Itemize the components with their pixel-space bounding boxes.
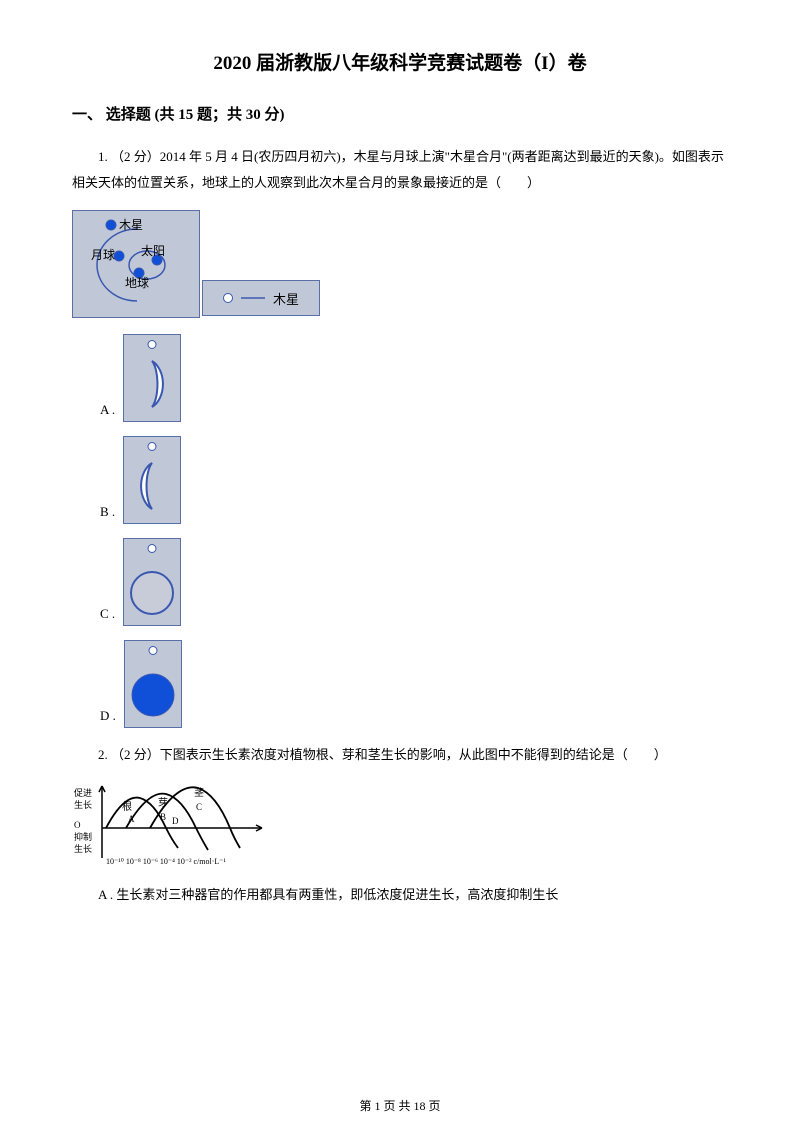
label-sun: 太阳 [141, 243, 165, 258]
jupiter-legend: 木星 [202, 280, 320, 316]
q1-diagram-row: 木星 月球 太阳 地球 木星 [72, 210, 728, 318]
circle-icon [148, 442, 157, 451]
q1-option-a: A . [100, 334, 728, 422]
label-jupiter: 木星 [119, 218, 143, 232]
option-d-label: D . [100, 708, 116, 728]
ylabel-1: 促进 [74, 787, 92, 798]
ylabel-2: 生长 [74, 799, 92, 810]
q2-option-a: A . 生长素对三种器官的作用都具有两重性，即低浓度促进生长，高浓度抑制生长 [72, 882, 728, 908]
label-D: D [172, 816, 179, 826]
moon-c-icon [128, 569, 176, 617]
ylabel-4: 抑制 [74, 831, 92, 842]
label-A: A [128, 814, 135, 824]
circle-icon [148, 646, 157, 655]
q1-option-b: B . [100, 436, 728, 524]
xaxis-label: 10⁻¹⁰ 10⁻⁸ 10⁻⁶ 10⁻⁴ 10⁻² c/mol·L⁻¹ [106, 857, 226, 866]
q1-option-c: C . [100, 538, 728, 626]
label-moon: 月球 [91, 248, 115, 262]
moon-a-icon [132, 357, 172, 411]
moon-d-icon [129, 671, 177, 719]
q1-option-d: D . [100, 640, 728, 728]
circle-icon [148, 544, 157, 553]
q1-text: 1. （2 分）2014 年 5 月 4 日(农历四月初六)，木星与月球上演"木… [72, 144, 728, 196]
ylabel-3: O [74, 820, 81, 830]
circle-icon [148, 340, 157, 349]
option-a-label: A . [100, 402, 115, 422]
label-root: 根 [122, 800, 132, 813]
ylabel-5: 生长 [74, 843, 92, 854]
orbit-diagram: 木星 月球 太阳 地球 [72, 210, 200, 318]
line-icon [241, 297, 265, 299]
label-earth: 地球 [125, 276, 149, 290]
label-B: B [160, 812, 166, 822]
jupiter-text: 木星 [273, 289, 299, 308]
label-C: C [196, 802, 202, 812]
label-stem: 茎 [194, 787, 204, 799]
q2-text: 2. （2 分）下图表示生长素浓度对植物根、芽和茎生长的影响，从此图中不能得到的… [72, 742, 728, 768]
q2-chart: 根 芽 茎 A B C D 促进 生长 O 抑制 生长 10⁻¹⁰ 10⁻⁸ 1… [72, 780, 266, 868]
q2-chart-svg: 根 芽 茎 A B C D 促进 生长 O 抑制 生长 10⁻¹⁰ 10⁻⁸ 1… [72, 780, 266, 868]
moon-b-icon [132, 459, 172, 513]
option-b-box [123, 436, 181, 524]
page-title: 2020 届浙教版八年级科学竞赛试题卷（I）卷 [72, 48, 728, 75]
circle-icon [223, 293, 233, 303]
orbit-svg: 木星 月球 太阳 地球 [73, 211, 200, 318]
page-footer: 第 1 页 共 18 页 [0, 1097, 800, 1114]
option-c-label: C . [100, 606, 115, 626]
option-a-box [123, 334, 181, 422]
option-b-label: B . [100, 504, 115, 524]
section-header: 一、 选择题 (共 15 题；共 30 分) [72, 103, 728, 124]
option-d-box [124, 640, 182, 728]
option-c-box [123, 538, 181, 626]
label-bud: 芽 [158, 796, 168, 809]
